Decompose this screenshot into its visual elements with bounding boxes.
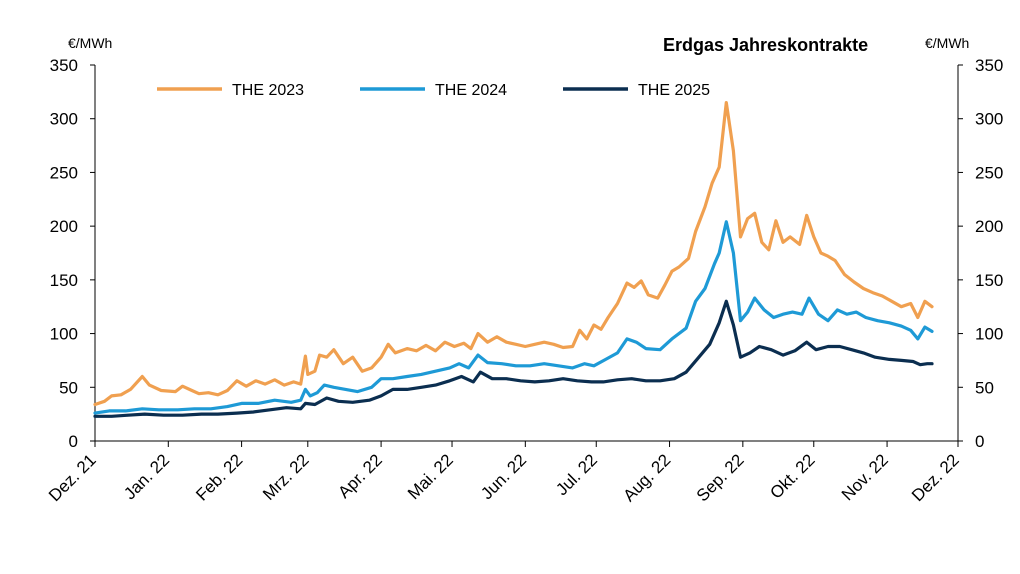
right-axis-unit: €/MWh: [925, 35, 970, 51]
series-line-the-2023: [93, 100, 934, 407]
legend-label-the-2023: THE 2023: [232, 82, 304, 99]
y-tick-label-right: 0: [975, 432, 984, 451]
series-line-the-2025: [93, 299, 934, 418]
x-tick-label: Mrz. 22: [259, 450, 313, 504]
x-tick-label: Okt. 22: [766, 450, 818, 502]
y-tick-label-left: 150: [50, 271, 78, 290]
y-tick-label-right: 100: [975, 325, 1003, 344]
legend: THE 2023 THE 2024 THE 2025: [157, 82, 710, 99]
chart-title: Erdgas Jahreskontrakte: [663, 35, 869, 55]
y-tick-label-left: 300: [50, 110, 78, 129]
x-tick-label: Aug. 22: [619, 450, 674, 505]
y-tick-label-left: 100: [50, 325, 78, 344]
right-y-axis: 0 50 100 150 200 250 300 350: [958, 56, 1003, 451]
x-tick-label: Nov. 22: [838, 450, 892, 504]
left-y-axis: 0 50 100 150 200 250 300 350: [50, 56, 95, 451]
x-tick-label: Apr. 22: [334, 450, 386, 502]
series-line-the-2024: [93, 220, 934, 415]
y-tick-label-left: 350: [50, 56, 78, 75]
y-tick-label-right: 150: [975, 271, 1003, 290]
y-tick-label-left: 200: [50, 217, 78, 236]
plot-frame: [94, 65, 959, 442]
x-tick-label: Feb. 22: [192, 450, 246, 504]
x-tick-label: Mai. 22: [404, 450, 457, 503]
x-tick-label: Dez. 22: [908, 450, 963, 505]
legend-label-the-2025: THE 2025: [638, 82, 710, 99]
y-tick-label-right: 300: [975, 110, 1003, 129]
y-tick-label-right: 350: [975, 56, 1003, 75]
x-tick-label: Jun. 22: [477, 450, 530, 503]
x-tick-label: Jul. 22: [552, 450, 601, 499]
x-tick-label: Jan. 22: [120, 450, 173, 503]
legend-label-the-2024: THE 2024: [435, 82, 507, 99]
y-tick-label-right: 200: [975, 217, 1003, 236]
y-tick-label-right: 50: [975, 378, 994, 397]
x-tick-label: Dez. 21: [45, 450, 100, 505]
y-tick-label-left: 250: [50, 163, 78, 182]
left-axis-unit: €/MWh: [68, 35, 113, 51]
x-axis: Dez. 21 Jan. 22 Feb. 22 Mrz. 22 Apr. 22 Mai. …: [45, 441, 963, 505]
y-tick-label-left: 50: [59, 378, 78, 397]
y-tick-label-right: 250: [975, 163, 1003, 182]
series-lines: [93, 100, 934, 418]
x-tick-label: Sep. 22: [693, 450, 748, 505]
y-tick-label-left: 0: [69, 432, 78, 451]
